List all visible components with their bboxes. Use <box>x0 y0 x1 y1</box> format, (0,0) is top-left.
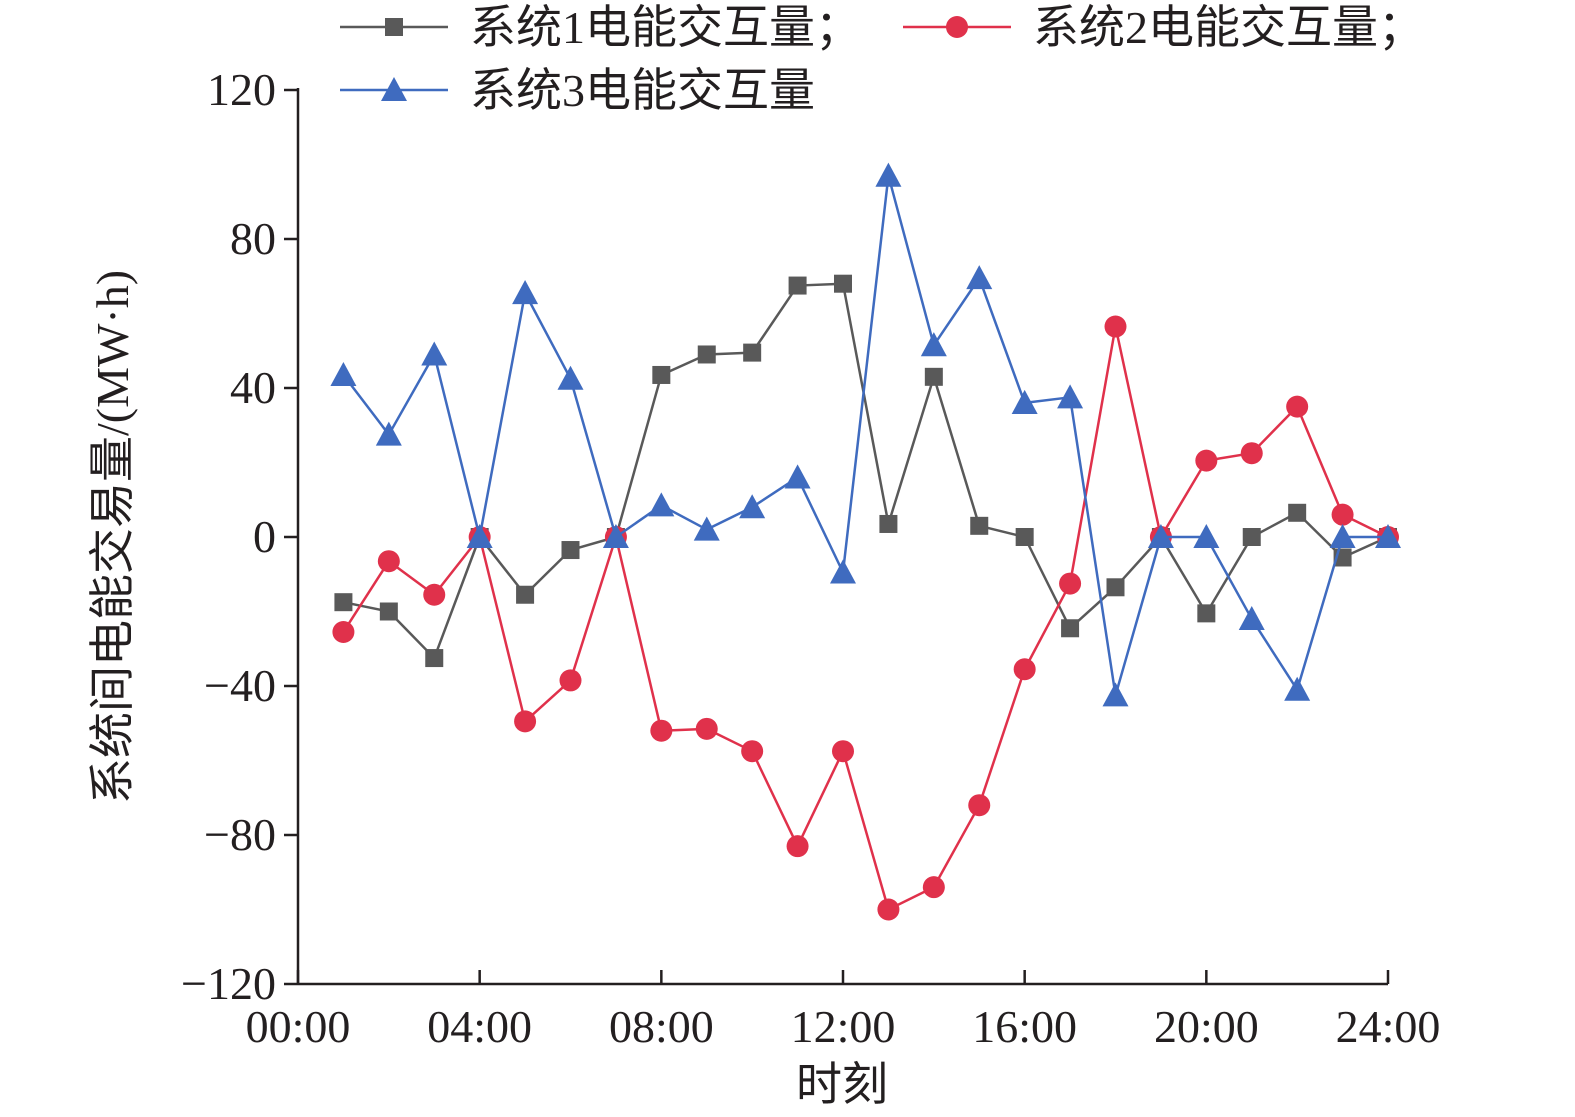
series-1-point <box>516 585 535 604</box>
series-2-point <box>1013 658 1036 681</box>
series-1-point <box>425 649 444 668</box>
series-1-point <box>697 345 716 364</box>
x-tick-label: 04:00 <box>427 1001 532 1052</box>
series-2-point <box>786 835 809 858</box>
series-1-point <box>652 365 671 384</box>
series-3-line <box>342 174 1388 697</box>
series-1-point <box>1197 604 1216 623</box>
series-3-point <box>784 464 811 489</box>
y-tick-label: −120 <box>181 958 276 1009</box>
series-1-point <box>924 367 943 386</box>
series-2-point <box>332 620 355 643</box>
legend-item-1: 系统1电能交互量； <box>340 2 861 53</box>
series-2-point <box>650 719 673 742</box>
series-2-point <box>968 794 991 817</box>
series-2-point <box>922 876 945 899</box>
series-3-point <box>1375 524 1401 549</box>
series-3-point <box>966 265 993 290</box>
series-2-point <box>559 669 582 692</box>
legend-label: 系统3电能交互量 <box>470 65 815 116</box>
legend-item-2: 系统2电能交互量； <box>903 2 1424 53</box>
legend-item-3: 系统3电能交互量 <box>340 65 815 116</box>
x-tick-label: 24:00 <box>1336 1001 1441 1052</box>
series-2-point <box>832 740 854 763</box>
series-3-point <box>830 559 856 584</box>
series-2-point <box>1059 572 1082 595</box>
series-1-point <box>1242 528 1261 546</box>
series-3-point <box>557 365 584 390</box>
series-2-point <box>1240 442 1263 465</box>
legend-marker <box>385 18 403 36</box>
y-tick-label: −80 <box>204 809 276 860</box>
series-3-point <box>1011 389 1038 414</box>
legend-label: 系统1电能交互量； <box>470 2 861 53</box>
x-tick-label: 00:00 <box>246 1001 351 1052</box>
y-tick-label: 40 <box>230 362 276 413</box>
y-tick-label: 120 <box>207 64 276 115</box>
series-1-line <box>343 282 1389 660</box>
series-2-point <box>877 898 900 921</box>
series-1-point <box>970 516 989 535</box>
series-3-point <box>1329 524 1356 549</box>
series-3-point <box>739 494 766 519</box>
series-3-point <box>1102 682 1129 707</box>
series-1-point <box>1288 503 1307 522</box>
legend: 系统1电能交互量； 系统2电能交互量； 系统3电能交互量 <box>340 2 1424 116</box>
series-3-point <box>375 421 402 446</box>
series-3-point <box>1284 676 1311 701</box>
series-1 <box>334 274 1397 668</box>
series-2-point <box>1331 503 1354 526</box>
x-tick-label: 16:00 <box>972 1001 1077 1052</box>
series-1-point <box>788 276 807 295</box>
legend-label: 系统2电能交互量； <box>1033 2 1424 53</box>
series-2-point <box>423 583 446 606</box>
series-1-point <box>1106 578 1125 597</box>
axes: −120 −80 −40 0 40 80 120 00:00 04:00 08:00 12:00 1… <box>181 64 1440 1052</box>
series-3-point <box>1238 605 1265 630</box>
y-tick-label: 80 <box>230 213 276 264</box>
series-3-point <box>466 524 493 549</box>
plot-area <box>330 162 1401 921</box>
x-tick-label: 12:00 <box>791 1001 896 1052</box>
x-tick-label: 20:00 <box>1154 1001 1259 1052</box>
y-ticks: −120 −80 −40 0 40 80 120 <box>181 64 298 1009</box>
legend-marker <box>381 77 407 102</box>
series-3-point <box>1147 524 1174 549</box>
x-tick-label: 08:00 <box>609 1001 714 1052</box>
series-2-point <box>695 717 718 740</box>
series-1-point <box>879 514 898 533</box>
series-2-point <box>1286 395 1309 418</box>
series-1-point <box>334 593 353 612</box>
series-1-point <box>834 274 852 293</box>
series-1-point <box>561 541 580 560</box>
series-3-point <box>648 492 675 517</box>
series-1-point <box>379 602 398 621</box>
series-2-point <box>1195 449 1218 472</box>
series-3-point <box>1193 524 1220 549</box>
y-axis-title: 系统间电能交易量/(MW·h) <box>87 270 138 804</box>
series-2-point <box>741 740 764 763</box>
series-3 <box>330 162 1401 707</box>
y-tick-label: −40 <box>204 660 276 711</box>
series-2-point <box>514 710 537 733</box>
series-3-point <box>875 162 902 187</box>
series-1-point <box>1061 619 1080 638</box>
series-3-point <box>602 524 629 549</box>
series-2-line <box>342 325 1389 911</box>
series-3-point <box>512 280 539 305</box>
series-3-point <box>330 361 357 387</box>
series-2-point <box>377 550 400 573</box>
series-3-point <box>1057 384 1084 409</box>
series-1-point <box>743 343 762 362</box>
y-tick-label: 0 <box>253 511 276 562</box>
x-ticks: 00:00 04:00 08:00 12:00 16:00 20:00 24:00 <box>246 970 1441 1052</box>
x-axis-title: 时刻 <box>796 1059 888 1110</box>
series-3-point <box>693 516 720 541</box>
legend-marker <box>946 16 968 38</box>
series-3-point <box>421 341 448 366</box>
series-3-point <box>920 332 947 357</box>
series-2-point <box>1104 315 1127 338</box>
series-1-point <box>1015 528 1034 546</box>
